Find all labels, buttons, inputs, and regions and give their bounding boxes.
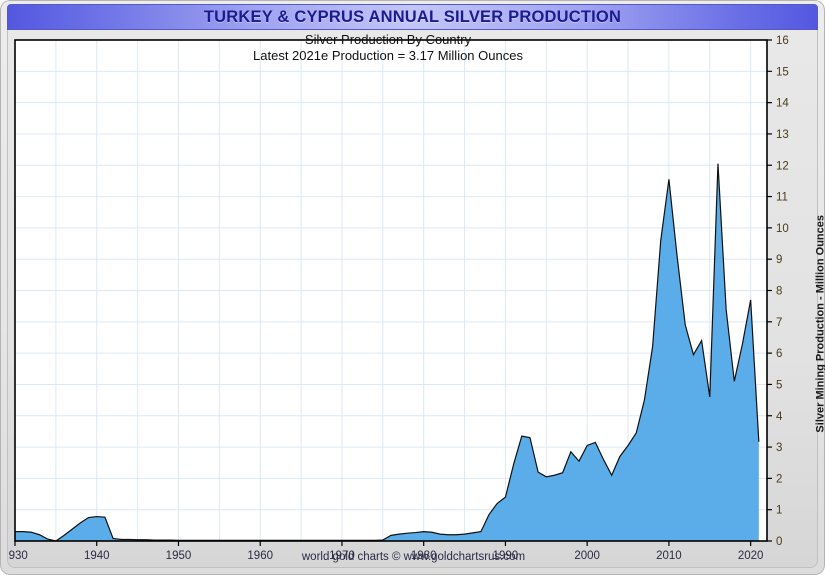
svg-text:16: 16 bbox=[776, 35, 789, 47]
svg-text:1980: 1980 bbox=[411, 550, 437, 562]
svg-text:1930: 1930 bbox=[8, 550, 28, 562]
chart-annotation: Latest 2021e Production = 3.17 Million O… bbox=[253, 48, 523, 63]
svg-text:2: 2 bbox=[776, 473, 782, 485]
chart-plot: 0123456789101112131415161930194019501960… bbox=[8, 35, 789, 562]
y-axis-label: Silver Mining Production - Million Ounce… bbox=[815, 215, 825, 433]
svg-text:12: 12 bbox=[776, 160, 789, 172]
svg-text:11: 11 bbox=[776, 192, 788, 204]
svg-text:4: 4 bbox=[776, 411, 783, 423]
svg-text:1: 1 bbox=[776, 505, 782, 517]
svg-text:1950: 1950 bbox=[166, 550, 192, 562]
svg-text:1960: 1960 bbox=[247, 550, 273, 562]
svg-text:0: 0 bbox=[776, 536, 782, 548]
svg-text:1990: 1990 bbox=[493, 550, 519, 562]
svg-text:14: 14 bbox=[776, 98, 789, 110]
svg-text:1970: 1970 bbox=[329, 550, 355, 562]
svg-text:8: 8 bbox=[776, 286, 782, 298]
svg-text:9: 9 bbox=[776, 254, 782, 266]
svg-text:7: 7 bbox=[776, 317, 782, 329]
chart-panel: Silver Production By Country Latest 2021… bbox=[7, 30, 825, 568]
svg-text:3: 3 bbox=[776, 442, 782, 454]
svg-text:10: 10 bbox=[776, 223, 789, 235]
svg-text:1940: 1940 bbox=[84, 550, 110, 562]
footer-credit: world gold charts © www.goldchartsrus.co… bbox=[301, 551, 526, 563]
svg-text:15: 15 bbox=[776, 66, 789, 78]
svg-text:13: 13 bbox=[776, 129, 789, 141]
svg-text:2020: 2020 bbox=[738, 550, 764, 562]
title-bar: TURKEY & CYPRUS ANNUAL SILVER PRODUCTION bbox=[7, 4, 818, 30]
svg-text:5: 5 bbox=[776, 379, 782, 391]
svg-text:2000: 2000 bbox=[574, 550, 600, 562]
chart-subtitle: Silver Production By Country bbox=[304, 32, 472, 47]
svg-text:6: 6 bbox=[776, 348, 782, 360]
page-title: TURKEY & CYPRUS ANNUAL SILVER PRODUCTION bbox=[203, 7, 622, 26]
svg-text:2010: 2010 bbox=[656, 550, 682, 562]
